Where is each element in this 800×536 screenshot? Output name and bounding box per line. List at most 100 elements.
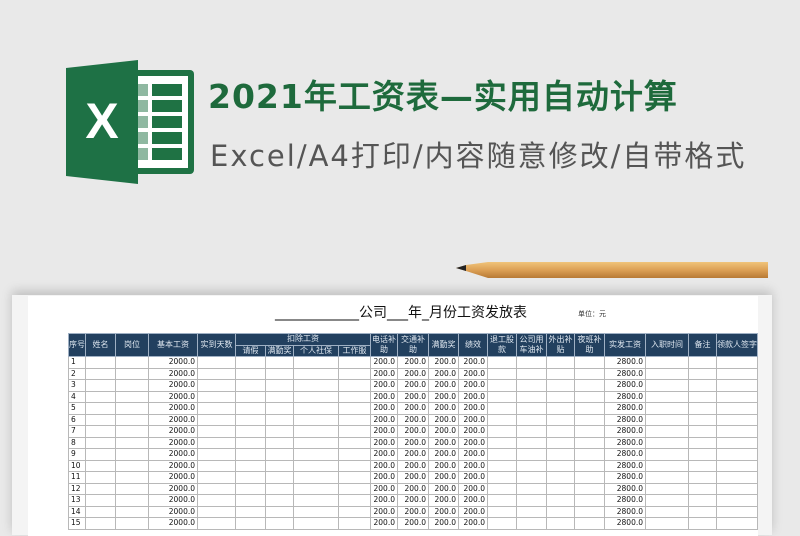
cell[interactable] — [265, 425, 294, 438]
cell[interactable] — [197, 402, 236, 415]
cell[interactable] — [487, 505, 517, 518]
cell-phone[interactable]: 200.0 — [370, 494, 398, 507]
cell-n[interactable]: 15 — [68, 517, 86, 530]
cell[interactable] — [546, 379, 575, 392]
cell-perf[interactable]: 200.0 — [458, 459, 488, 472]
cell-perf[interactable]: 200.0 — [458, 390, 488, 403]
cell[interactable] — [85, 356, 116, 369]
cell[interactable] — [546, 390, 575, 403]
cell[interactable] — [487, 471, 517, 484]
cell-phone[interactable]: 200.0 — [370, 413, 398, 426]
cell[interactable] — [338, 402, 371, 415]
cell[interactable] — [338, 379, 371, 392]
cell[interactable] — [546, 413, 575, 426]
cell-perf[interactable]: 200.0 — [458, 517, 488, 530]
cell-pay[interactable]: 2800.0 — [604, 448, 646, 461]
cell[interactable] — [688, 482, 717, 495]
cell[interactable] — [688, 459, 717, 472]
cell-base[interactable]: 2000.0 — [148, 356, 198, 369]
cell[interactable] — [115, 459, 149, 472]
cell[interactable] — [487, 390, 517, 403]
cell-traffic[interactable]: 200.0 — [397, 402, 429, 415]
cell-pay[interactable]: 2800.0 — [604, 494, 646, 507]
cell[interactable] — [546, 425, 575, 438]
cell[interactable] — [716, 402, 758, 415]
cell[interactable] — [115, 413, 149, 426]
cell[interactable] — [338, 459, 371, 472]
cell[interactable] — [688, 356, 717, 369]
cell-pay[interactable]: 2800.0 — [604, 436, 646, 449]
cell-base[interactable]: 2000.0 — [148, 413, 198, 426]
cell[interactable] — [716, 413, 758, 426]
cell-traffic[interactable]: 200.0 — [397, 494, 429, 507]
cell[interactable] — [293, 379, 339, 392]
cell-attend[interactable]: 200.0 — [428, 367, 459, 380]
cell-perf[interactable]: 200.0 — [458, 367, 488, 380]
cell[interactable] — [235, 448, 266, 461]
cell-perf[interactable]: 200.0 — [458, 413, 488, 426]
cell[interactable] — [574, 402, 605, 415]
cell[interactable] — [265, 494, 294, 507]
cell[interactable] — [688, 505, 717, 518]
cell-phone[interactable]: 200.0 — [370, 402, 398, 415]
cell[interactable] — [197, 517, 236, 530]
cell-traffic[interactable]: 200.0 — [397, 436, 429, 449]
cell-n[interactable]: 10 — [68, 459, 86, 472]
cell[interactable] — [293, 517, 339, 530]
cell-pay[interactable]: 2800.0 — [604, 379, 646, 392]
cell[interactable] — [265, 402, 294, 415]
cell[interactable] — [235, 494, 266, 507]
cell-perf[interactable]: 200.0 — [458, 356, 488, 369]
cell[interactable] — [197, 471, 236, 484]
cell-traffic[interactable]: 200.0 — [397, 448, 429, 461]
cell[interactable] — [645, 356, 689, 369]
cell-pay[interactable]: 2800.0 — [604, 517, 646, 530]
cell[interactable] — [716, 367, 758, 380]
cell-n[interactable]: 1 — [68, 356, 86, 369]
cell[interactable] — [338, 505, 371, 518]
cell[interactable] — [487, 494, 517, 507]
cell[interactable] — [265, 448, 294, 461]
cell[interactable] — [574, 379, 605, 392]
cell-attend[interactable]: 200.0 — [428, 471, 459, 484]
cell[interactable] — [293, 459, 339, 472]
cell[interactable] — [688, 379, 717, 392]
cell-pay[interactable]: 2800.0 — [604, 367, 646, 380]
cell-base[interactable]: 2000.0 — [148, 517, 198, 530]
cell[interactable] — [574, 471, 605, 484]
cell-attend[interactable]: 200.0 — [428, 356, 459, 369]
cell-n[interactable]: 11 — [68, 471, 86, 484]
cell[interactable] — [338, 517, 371, 530]
cell[interactable] — [516, 390, 547, 403]
cell[interactable] — [487, 517, 517, 530]
cell-attend[interactable]: 200.0 — [428, 505, 459, 518]
cell[interactable] — [197, 494, 236, 507]
cell[interactable] — [293, 448, 339, 461]
cell[interactable] — [293, 356, 339, 369]
cell[interactable] — [645, 379, 689, 392]
cell-base[interactable]: 2000.0 — [148, 402, 198, 415]
cell[interactable] — [645, 517, 689, 530]
cell-phone[interactable]: 200.0 — [370, 436, 398, 449]
cell[interactable] — [85, 482, 116, 495]
cell[interactable] — [516, 367, 547, 380]
cell[interactable] — [197, 448, 236, 461]
cell[interactable] — [574, 494, 605, 507]
cell-n[interactable]: 8 — [68, 436, 86, 449]
cell[interactable] — [546, 517, 575, 530]
cell[interactable] — [115, 471, 149, 484]
cell-base[interactable]: 2000.0 — [148, 390, 198, 403]
cell[interactable] — [235, 425, 266, 438]
cell[interactable] — [487, 367, 517, 380]
cell[interactable] — [197, 436, 236, 449]
cell[interactable] — [487, 425, 517, 438]
cell[interactable] — [235, 459, 266, 472]
cell-attend[interactable]: 200.0 — [428, 494, 459, 507]
cell-traffic[interactable]: 200.0 — [397, 379, 429, 392]
cell-traffic[interactable]: 200.0 — [397, 390, 429, 403]
cell-base[interactable]: 2000.0 — [148, 425, 198, 438]
cell[interactable] — [338, 413, 371, 426]
cell[interactable] — [645, 471, 689, 484]
cell-traffic[interactable]: 200.0 — [397, 505, 429, 518]
cell[interactable] — [338, 356, 371, 369]
